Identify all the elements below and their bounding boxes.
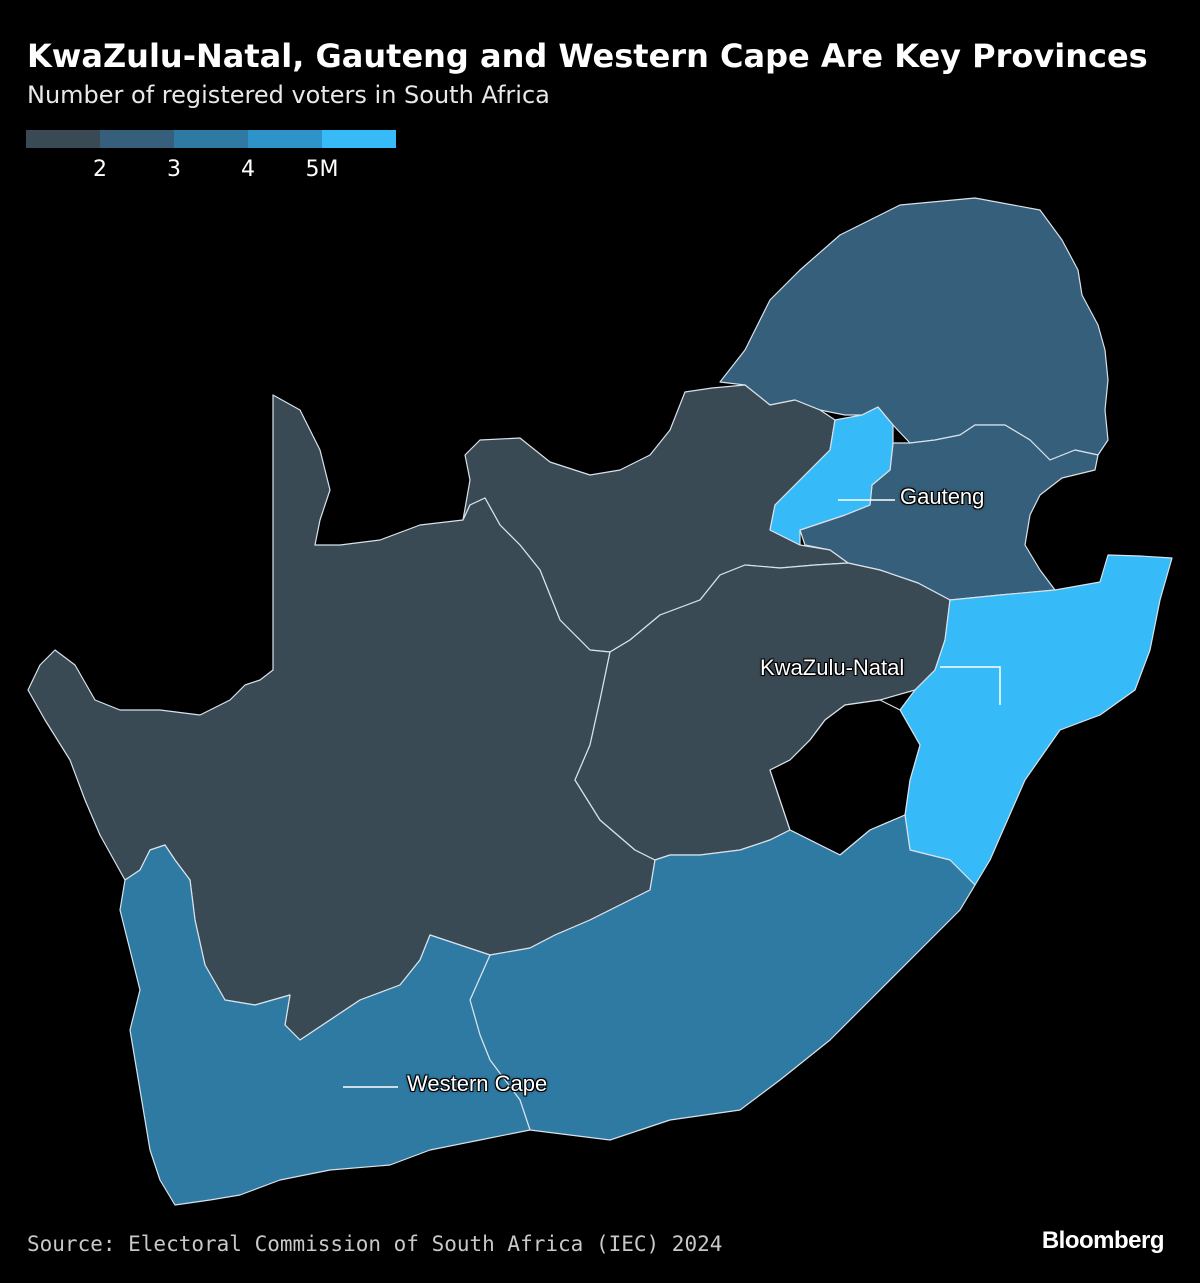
color-legend: 2 3 4 5M [26, 130, 398, 190]
chart-subtitle: Number of registered voters in South Afr… [27, 81, 550, 109]
legend-color-bar [26, 130, 396, 148]
legend-swatch-3 [174, 130, 248, 148]
label-kwazulu-natal: KwaZulu-Natal [760, 655, 905, 680]
bloomberg-logo: Bloomberg [1041, 1227, 1165, 1254]
label-western-cape: Western Cape [407, 1071, 548, 1096]
legend-tick-4: 4 [241, 157, 255, 182]
legend-swatch-5 [322, 130, 396, 148]
legend-swatch-4 [248, 130, 322, 148]
kwazulu-natal-leader-line [940, 666, 1001, 705]
legend-tick-3: 3 [167, 157, 181, 182]
legend-swatch-1 [26, 130, 100, 148]
chart-title: KwaZulu-Natal, Gauteng and Western Cape … [27, 37, 1148, 75]
source-note: Source: Electoral Commission of South Af… [27, 1232, 723, 1256]
legend-tick-2: 2 [93, 157, 107, 182]
legend-swatch-2 [100, 130, 174, 148]
legend-tick-5m: 5M [305, 157, 339, 182]
province-gauteng [769, 406, 894, 546]
province-western-cape [119, 844, 531, 1206]
label-gauteng: Gauteng [900, 484, 985, 509]
